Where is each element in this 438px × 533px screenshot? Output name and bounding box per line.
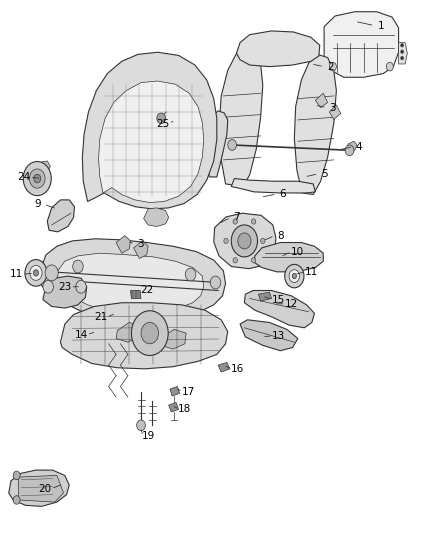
Text: 13: 13 — [272, 331, 285, 341]
Text: 19: 19 — [142, 431, 155, 441]
Circle shape — [13, 471, 20, 480]
Text: 18: 18 — [178, 405, 191, 414]
Circle shape — [401, 50, 403, 53]
Circle shape — [345, 145, 354, 156]
Circle shape — [228, 140, 237, 150]
Text: 22: 22 — [140, 286, 153, 295]
Circle shape — [401, 56, 403, 60]
Circle shape — [261, 238, 265, 244]
Circle shape — [30, 265, 42, 280]
Polygon shape — [43, 276, 87, 308]
Polygon shape — [60, 303, 228, 369]
Circle shape — [157, 113, 166, 124]
Circle shape — [401, 44, 403, 47]
Text: 12: 12 — [285, 299, 298, 309]
Polygon shape — [116, 322, 140, 342]
Circle shape — [251, 257, 256, 263]
Circle shape — [23, 161, 51, 196]
Circle shape — [251, 219, 256, 224]
Text: 8: 8 — [277, 231, 284, 240]
Text: 3: 3 — [137, 239, 144, 249]
Circle shape — [25, 260, 47, 286]
Polygon shape — [18, 475, 64, 502]
Polygon shape — [31, 261, 48, 276]
Polygon shape — [9, 470, 69, 506]
Text: 20: 20 — [39, 484, 52, 494]
Text: 24: 24 — [18, 172, 31, 182]
Polygon shape — [346, 141, 357, 154]
Polygon shape — [169, 402, 179, 412]
Circle shape — [34, 174, 41, 183]
Circle shape — [73, 260, 83, 273]
Circle shape — [43, 280, 53, 293]
Text: 2: 2 — [327, 62, 334, 71]
Polygon shape — [244, 290, 314, 328]
Circle shape — [210, 276, 221, 289]
Polygon shape — [134, 241, 148, 259]
Circle shape — [76, 280, 86, 293]
Text: 10: 10 — [290, 247, 304, 256]
Polygon shape — [144, 208, 169, 227]
Text: 25: 25 — [157, 119, 170, 128]
Circle shape — [33, 270, 39, 276]
Circle shape — [185, 268, 196, 281]
Circle shape — [289, 270, 300, 282]
Polygon shape — [294, 54, 336, 195]
Polygon shape — [254, 243, 323, 272]
Text: 7: 7 — [233, 213, 240, 222]
Polygon shape — [258, 292, 272, 301]
Circle shape — [224, 238, 228, 244]
Polygon shape — [116, 236, 131, 253]
Polygon shape — [82, 52, 217, 209]
Text: 9: 9 — [35, 199, 42, 209]
Circle shape — [233, 257, 237, 263]
Polygon shape — [99, 81, 204, 203]
Circle shape — [141, 322, 159, 344]
Circle shape — [292, 273, 297, 279]
Polygon shape — [219, 47, 263, 187]
Polygon shape — [240, 320, 298, 351]
Circle shape — [29, 169, 45, 188]
Text: 23: 23 — [58, 282, 71, 292]
Circle shape — [231, 225, 258, 257]
Text: 4: 4 — [356, 142, 363, 151]
Polygon shape — [161, 329, 186, 349]
Text: 11: 11 — [304, 267, 318, 277]
Polygon shape — [329, 105, 341, 119]
Polygon shape — [237, 31, 320, 67]
Text: 1: 1 — [378, 21, 385, 30]
Text: 6: 6 — [279, 189, 286, 199]
Polygon shape — [170, 386, 180, 396]
Polygon shape — [57, 253, 204, 313]
Polygon shape — [324, 12, 399, 77]
Circle shape — [131, 311, 168, 356]
Polygon shape — [131, 290, 141, 298]
Circle shape — [13, 496, 20, 504]
Text: 11: 11 — [10, 270, 23, 279]
Circle shape — [386, 62, 393, 71]
Polygon shape — [399, 43, 407, 64]
Polygon shape — [205, 111, 228, 177]
Polygon shape — [47, 200, 74, 232]
Polygon shape — [218, 362, 230, 372]
Circle shape — [329, 62, 336, 71]
Text: 16: 16 — [231, 365, 244, 374]
Text: 5: 5 — [321, 169, 328, 179]
Polygon shape — [315, 93, 328, 108]
Text: 21: 21 — [94, 312, 107, 322]
Circle shape — [233, 219, 237, 224]
Polygon shape — [39, 161, 50, 173]
Text: 3: 3 — [329, 103, 336, 112]
Polygon shape — [214, 213, 276, 269]
Text: 17: 17 — [182, 387, 195, 397]
Polygon shape — [231, 179, 315, 193]
Circle shape — [285, 264, 304, 288]
Text: 15: 15 — [272, 295, 285, 304]
Circle shape — [45, 265, 58, 281]
Circle shape — [238, 233, 251, 249]
Text: 14: 14 — [74, 330, 88, 340]
Polygon shape — [40, 239, 226, 320]
Circle shape — [137, 420, 145, 431]
